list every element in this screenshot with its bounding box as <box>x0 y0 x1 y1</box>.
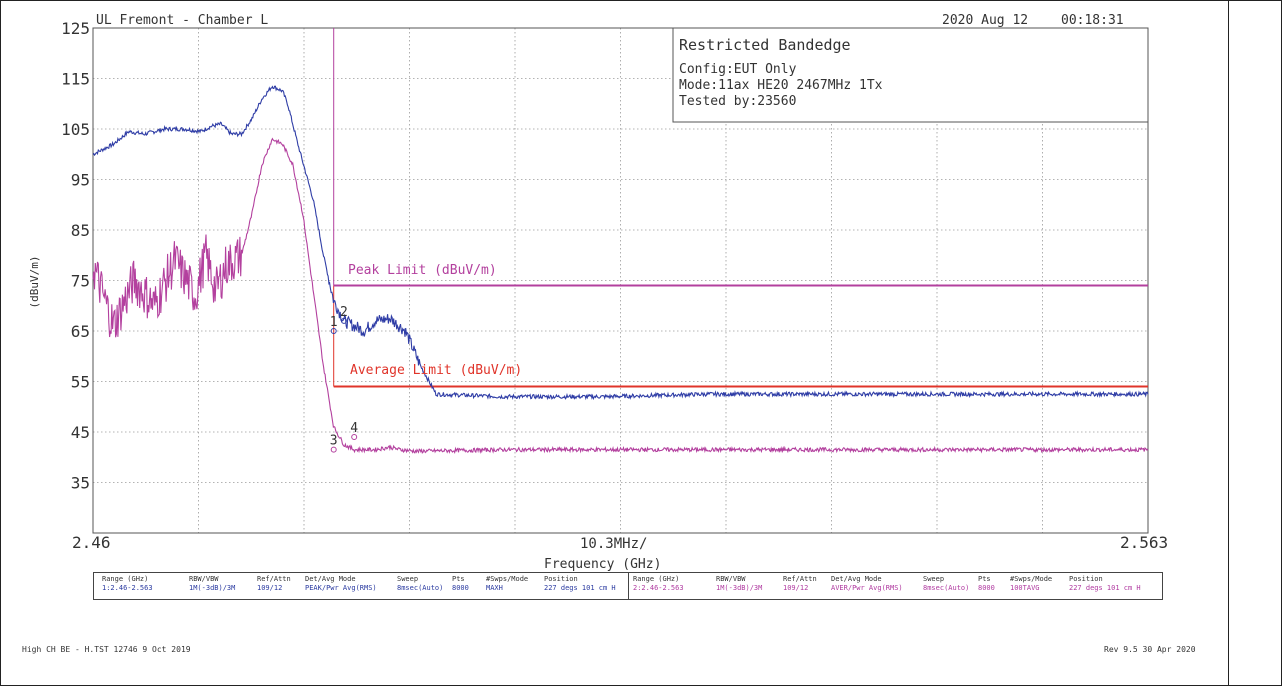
settings-header: Det/Avg Mode <box>305 575 356 583</box>
marker-1-point <box>330 328 337 334</box>
settings-value: 1M(-3dB)/3M <box>716 584 763 592</box>
settings-header: Pts <box>452 575 465 583</box>
info-title: Restricted Bandedge <box>679 36 851 54</box>
markers: 12 34 <box>330 305 358 453</box>
settings-value: 8000 <box>978 584 995 592</box>
settings-range-cell: Range (GHz) 2:2.46-2.563 <box>633 575 684 593</box>
settings-header: Range (GHz) <box>633 575 680 583</box>
y-tick-labels: 125 115 105 95 85 75 65 55 45 35 <box>61 19 90 493</box>
settings-header: Det/Avg Mode <box>831 575 882 583</box>
settings-value: PEAK/Pwr Avg(RMS) <box>305 584 377 592</box>
peak-trace-line <box>92 85 1149 401</box>
settings-value: 100TAVG <box>1010 584 1040 592</box>
x-center-label: 10.3MHz/ <box>580 536 647 552</box>
right-border-line <box>1228 0 1229 686</box>
settings-pts-cell: Pts 8000 <box>452 575 469 593</box>
info-tested-by: Tested by:23560 <box>679 94 796 109</box>
settings-value: 227 degs 101 cm H <box>1069 584 1141 592</box>
settings-position-cell: Position 227 degs 101 cm H <box>544 575 616 593</box>
settings-value: 2:2.46-2.563 <box>633 584 684 592</box>
settings-header: Sweep <box>397 575 419 583</box>
info-config: Config:EUT Only <box>679 62 797 77</box>
marker-4-point <box>351 434 358 441</box>
y-tick-label: 75 <box>71 272 90 291</box>
y-tick-label: 95 <box>71 171 90 190</box>
settings-header: RBW/VBW <box>189 575 219 583</box>
y-tick-label: 125 <box>61 19 90 38</box>
trace1-settings: Range (GHz) 1:2.46-2.563 RBW/VBW 1M(-3dB)/… <box>94 573 629 599</box>
settings-swps-cell: #Swps/Mode 100TAVG <box>1010 575 1052 593</box>
settings-value: AVER/Pwr Avg(RMS) <box>831 584 903 592</box>
settings-swps-cell: #Swps/Mode MAXH <box>486 575 528 593</box>
settings-header: Ref/Attn <box>783 575 817 583</box>
y-axis-label: (dBuV/m) <box>28 256 41 309</box>
settings-value: 8msec(Auto) <box>923 584 970 592</box>
peak-limit-label: Peak Limit (dBuV/m) <box>348 263 497 278</box>
settings-value: 1:2.46-2.563 <box>102 584 153 592</box>
settings-value: MAXH <box>486 584 503 592</box>
settings-header: RBW/VBW <box>716 575 746 583</box>
settings-value: 109/12 <box>783 584 809 592</box>
settings-header: Pts <box>978 575 991 583</box>
x-start-label: 2.46 <box>72 533 111 552</box>
y-tick-label: 115 <box>61 70 90 89</box>
marker-1-label: 1 <box>330 315 338 330</box>
settings-header: Range (GHz) <box>102 575 149 583</box>
instrument-settings-table: Range (GHz) 1:2.46-2.563 RBW/VBW 1M(-3dB)/… <box>93 572 1163 600</box>
settings-header: Position <box>544 575 578 583</box>
settings-pts-cell: Pts 8000 <box>978 575 995 593</box>
settings-sweep-cell: Sweep 8msec(Auto) <box>397 575 443 593</box>
x-end-label: 2.563 <box>1120 533 1168 552</box>
settings-position-cell: Position 227 degs 101 cm H <box>1069 575 1141 593</box>
y-tick-label: 105 <box>61 120 90 139</box>
settings-rbw-cell: RBW/VBW 1M(-3dB)/3M <box>716 575 762 593</box>
info-box: Restricted Bandedge Config:EUT Only Mode… <box>672 27 1149 123</box>
settings-sweep-cell: Sweep 8msec(Auto) <box>923 575 969 593</box>
site-title: UL Fremont - Chamber L <box>96 13 268 28</box>
time-label: 00:18:31 <box>1061 13 1124 28</box>
settings-header: Position <box>1069 575 1103 583</box>
marker-2-point <box>340 317 347 324</box>
y-tick-label: 55 <box>71 373 90 392</box>
plot-frame <box>92 27 1149 534</box>
settings-value: 1M(-3dB)/3M <box>189 584 236 592</box>
settings-ref-cell: Ref/Attn 109/12 <box>783 575 817 593</box>
settings-header: Sweep <box>923 575 945 583</box>
settings-header: #Swps/Mode <box>486 575 529 583</box>
x-axis-label: Frequency (GHz) <box>544 557 661 572</box>
average-limit-label: Average Limit (dBuV/m) <box>350 363 522 378</box>
settings-header: #Swps/Mode <box>1010 575 1053 583</box>
marker-3-point <box>330 446 337 453</box>
marker-2-label: 2 <box>340 305 348 320</box>
marker-3-label: 3 <box>330 434 338 449</box>
settings-value: 8msec(Auto) <box>397 584 444 592</box>
y-tick-label: 65 <box>71 322 90 341</box>
settings-range-cell: Range (GHz) 1:2.46-2.563 <box>102 575 153 593</box>
y-tick-label: 45 <box>71 423 90 442</box>
info-mode: Mode:11ax HE20 2467MHz 1Tx <box>679 78 883 93</box>
traces <box>92 85 1149 454</box>
date-label: 2020 Aug 12 <box>942 13 1028 28</box>
settings-rbw-cell: RBW/VBW 1M(-3dB)/3M <box>189 575 235 593</box>
limit-lines <box>333 28 1148 388</box>
y-tick-label: 35 <box>71 474 90 493</box>
footer-revision: Rev 9.5 30 Apr 2020 <box>1104 645 1196 654</box>
settings-value: 109/12 <box>257 584 283 592</box>
settings-ref-cell: Ref/Attn 109/12 <box>257 575 291 593</box>
average-trace-line <box>92 137 1149 454</box>
settings-det-cell: Det/Avg Mode AVER/Pwr Avg(RMS) <box>831 575 903 593</box>
settings-header: Ref/Attn <box>257 575 291 583</box>
settings-value: 8000 <box>452 584 469 592</box>
settings-det-cell: Det/Avg Mode PEAK/Pwr Avg(RMS) <box>305 575 377 593</box>
marker-4-label: 4 <box>350 421 358 436</box>
footer-left-note: High CH BE - H.TST 12746 9 Oct 2019 <box>22 645 191 654</box>
y-tick-label: 85 <box>71 221 90 240</box>
trace2-settings: Range (GHz) 2:2.46-2.563 RBW/VBW 1M(-3dB)/… <box>629 573 1163 599</box>
settings-value: 227 degs 101 cm H <box>544 584 616 592</box>
